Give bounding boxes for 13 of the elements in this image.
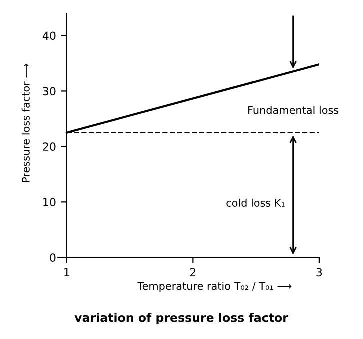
x-axis-title: Temperature ratio T₀₂ / T₀₁ ⟶ xyxy=(138,282,292,292)
annotation: Fundamental loss xyxy=(248,106,339,114)
x-tick-label: 2 xyxy=(190,268,196,276)
annotation: cold loss K₁ xyxy=(226,198,285,207)
y-tick-label: 10 xyxy=(44,198,56,207)
text: variation of pressure loss factor xyxy=(74,313,288,325)
x-tick-label: 3 xyxy=(316,268,322,277)
x-tick-label: 1 xyxy=(64,268,70,276)
y-axis-title: Pressure loss factor ⟶ xyxy=(22,64,30,182)
y-tick-label: 0 xyxy=(50,254,56,262)
y-tick-label: 20 xyxy=(43,142,56,152)
y-tick-label: 40 xyxy=(42,32,56,40)
y-tick-label: 30 xyxy=(43,87,56,96)
